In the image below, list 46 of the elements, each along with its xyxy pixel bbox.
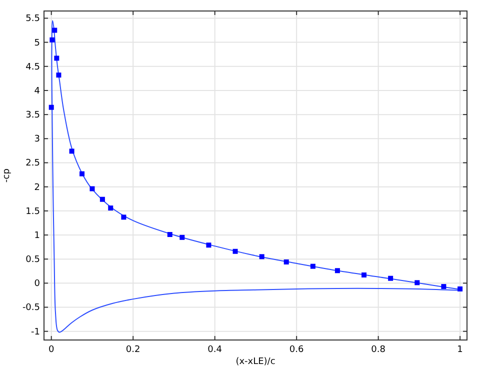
point	[232, 248, 238, 254]
point	[50, 37, 55, 42]
point	[458, 286, 463, 292]
y-tick-label: 4	[34, 86, 40, 96]
point	[310, 264, 316, 269]
point	[69, 148, 74, 154]
point	[284, 259, 289, 264]
point	[100, 196, 105, 202]
point	[259, 254, 264, 260]
y-tick-label: 5	[34, 38, 40, 48]
point	[52, 28, 58, 33]
y-tick-label: 4.5	[26, 62, 40, 72]
y-tick-label: -0.5	[22, 303, 40, 314]
point	[121, 214, 126, 220]
point	[388, 276, 394, 281]
x-tick-label: 0.6	[289, 345, 304, 355]
x-axis-title: (x-xLE)/c	[236, 357, 276, 366]
point	[180, 234, 185, 240]
point	[362, 272, 367, 278]
y-tick-label: 1	[34, 230, 40, 241]
y-tick-label: 2.5	[26, 158, 40, 169]
x-tick-label: 0.4	[208, 345, 222, 355]
point	[90, 186, 95, 192]
y-tick-label: 0.5	[26, 255, 40, 266]
point	[414, 280, 420, 286]
y-tick-label: 1.5	[26, 206, 40, 217]
point	[206, 242, 212, 248]
x-tick-label: 0.8	[371, 345, 386, 355]
y-tick-label: 0	[34, 279, 40, 290]
y-tick-label: 5.5	[26, 14, 40, 24]
y-axis-title: -cp	[2, 168, 12, 182]
point	[167, 232, 172, 238]
y-tick-label: 3.5	[26, 110, 40, 121]
y-tick-label: 2	[34, 182, 40, 193]
point	[80, 171, 85, 176]
x-tick-label: 1	[457, 345, 463, 355]
point	[48, 104, 54, 110]
point	[108, 206, 114, 211]
point	[56, 72, 62, 78]
y-tick-label: -1	[31, 327, 40, 338]
point	[334, 268, 340, 274]
y-tick-label: 3	[34, 134, 40, 145]
x-tick-label: 0.2	[126, 345, 140, 355]
x-tick-label: 0	[48, 345, 54, 355]
point	[54, 56, 60, 61]
point	[441, 284, 446, 290]
